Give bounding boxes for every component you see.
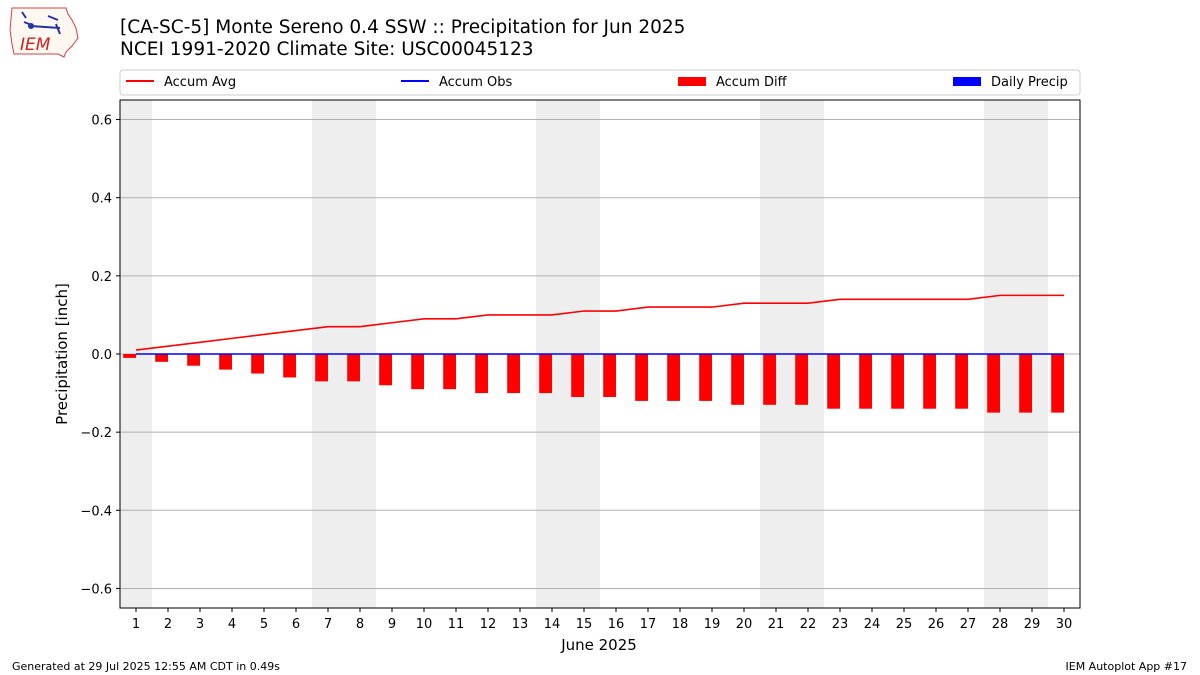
x-tick-label: 22 <box>800 617 817 632</box>
accum-diff-bar-day-20 <box>731 354 744 405</box>
x-tick-label: 27 <box>960 617 977 632</box>
x-tick-label: 1 <box>132 617 140 632</box>
accum-diff-bar-day-1 <box>123 354 136 358</box>
accum-diff-bar-day-4 <box>219 354 232 370</box>
x-tick-label: 2 <box>164 617 172 632</box>
x-tick-label: 30 <box>1056 617 1073 632</box>
accum-diff-bar-day-24 <box>859 354 872 409</box>
x-tick-label: 20 <box>736 617 753 632</box>
accum-diff-bar-day-5 <box>251 354 264 374</box>
accum-diff-bar-day-27 <box>955 354 968 409</box>
x-tick-label: 11 <box>448 617 465 632</box>
accum-diff-bar-day-7 <box>315 354 328 382</box>
accum-diff-legend-label: Accum Diff <box>716 75 788 90</box>
x-tick-label: 9 <box>388 617 396 632</box>
daily-precip-legend-swatch <box>953 77 981 86</box>
x-tick-label: 29 <box>1024 617 1041 632</box>
y-tick-label: 0.0 <box>91 348 112 363</box>
x-tick-label: 13 <box>512 617 529 632</box>
x-tick-label: 14 <box>544 617 561 632</box>
legend: Accum Avg Accum Obs Accum Diff Daily Precip <box>119 69 1081 96</box>
series-lines <box>135 294 1064 355</box>
accum-diff-bar-day-9 <box>379 354 392 386</box>
x-tick-label: 5 <box>260 617 268 632</box>
x-tick-label: 15 <box>576 617 593 632</box>
accum-diff-bars <box>123 354 1064 413</box>
x-tick-label: 23 <box>832 617 849 632</box>
title-line-2: NCEI 1991-2020 Climate Site: USC00045123 <box>120 39 534 60</box>
logo-text: IEM <box>20 35 51 55</box>
accum-diff-bar-day-6 <box>283 354 296 378</box>
accum-diff-bar-day-15 <box>571 354 584 397</box>
title-line-1: [CA-SC-5] Monte Sereno 0.4 SSW :: Precip… <box>120 17 686 38</box>
accum-diff-bar-day-23 <box>827 354 840 409</box>
x-tick-label: 8 <box>356 617 364 632</box>
y-tick-label: 0.6 <box>91 114 112 129</box>
y-tick-label: −0.2 <box>80 426 112 441</box>
accum-obs-legend-label: Accum Obs <box>439 75 512 90</box>
x-tick-label: 25 <box>896 617 913 632</box>
x-tick-label: 3 <box>196 617 204 632</box>
x-tick-label: 10 <box>416 617 433 632</box>
y-axis-label: Precipitation [inch] <box>53 283 71 425</box>
accum-diff-bar-day-22 <box>795 354 808 405</box>
footer-app-id: IEM Autoplot App #17 <box>1065 660 1188 673</box>
y-tick-label: 0.4 <box>91 192 112 207</box>
x-axis-label: June 2025 <box>560 636 637 654</box>
accum-diff-bar-day-11 <box>443 354 456 390</box>
x-tick-label: 24 <box>864 617 881 632</box>
iem-logo: IEM <box>9 7 79 58</box>
accum-diff-bar-day-2 <box>155 354 168 362</box>
legend-frame <box>119 69 1081 96</box>
x-tick-label: 16 <box>608 617 625 632</box>
footer-generated: Generated at 29 Jul 2025 12:55 AM CDT in… <box>12 660 280 673</box>
x-tick-label: 19 <box>704 617 721 632</box>
accum-avg-legend-label: Accum Avg <box>164 75 236 90</box>
accum-diff-bar-day-16 <box>603 354 616 397</box>
accum-diff-bar-day-28 <box>987 354 1000 413</box>
x-tick-label: 21 <box>768 617 785 632</box>
x-tick-label: 12 <box>480 617 497 632</box>
x-tick-label: 4 <box>228 617 236 632</box>
accum-diff-bar-day-18 <box>667 354 680 401</box>
accum-diff-bar-day-10 <box>411 354 424 390</box>
accum-diff-bar-day-21 <box>763 354 776 405</box>
x-axis-ticks: 1 2 3 4 5 6 7 8 9 10 11 12 13 14 15 16 17 18 19 20 21 22 23 24 2… <box>132 608 1072 632</box>
accum-diff-bar-day-26 <box>923 354 936 409</box>
y-axis-ticks: −0.6 −0.4 −0.2 0.0 0.2 0.4 0.6 <box>80 114 120 597</box>
accum-diff-bar-day-25 <box>891 354 904 409</box>
x-tick-label: 6 <box>292 617 300 632</box>
accum-diff-bar-day-13 <box>507 354 520 394</box>
x-tick-label: 18 <box>672 617 689 632</box>
accum-diff-bar-day-3 <box>187 354 200 366</box>
x-tick-label: 17 <box>640 617 657 632</box>
x-tick-label: 26 <box>928 617 945 632</box>
accum-diff-bar-day-12 <box>475 354 488 394</box>
accum-avg-line <box>135 294 1064 351</box>
y-tick-label: −0.4 <box>80 504 112 519</box>
accum-diff-legend-swatch <box>678 77 706 86</box>
y-tick-label: −0.6 <box>80 582 112 597</box>
accum-diff-bar-day-8 <box>347 354 360 382</box>
daily-precip-legend-label: Daily Precip <box>991 75 1068 90</box>
accum-diff-bar-day-14 <box>539 354 552 394</box>
accum-diff-bar-day-30 <box>1051 354 1064 413</box>
accum-diff-bar-day-19 <box>699 354 712 401</box>
chart-title: [CA-SC-5] Monte Sereno 0.4 SSW :: Precip… <box>120 17 685 61</box>
x-tick-label: 28 <box>992 617 1009 632</box>
accum-diff-bar-day-29 <box>1019 354 1032 413</box>
accum-diff-bar-day-17 <box>635 354 648 401</box>
x-tick-label: 7 <box>324 617 332 632</box>
y-tick-label: 0.2 <box>91 270 112 285</box>
